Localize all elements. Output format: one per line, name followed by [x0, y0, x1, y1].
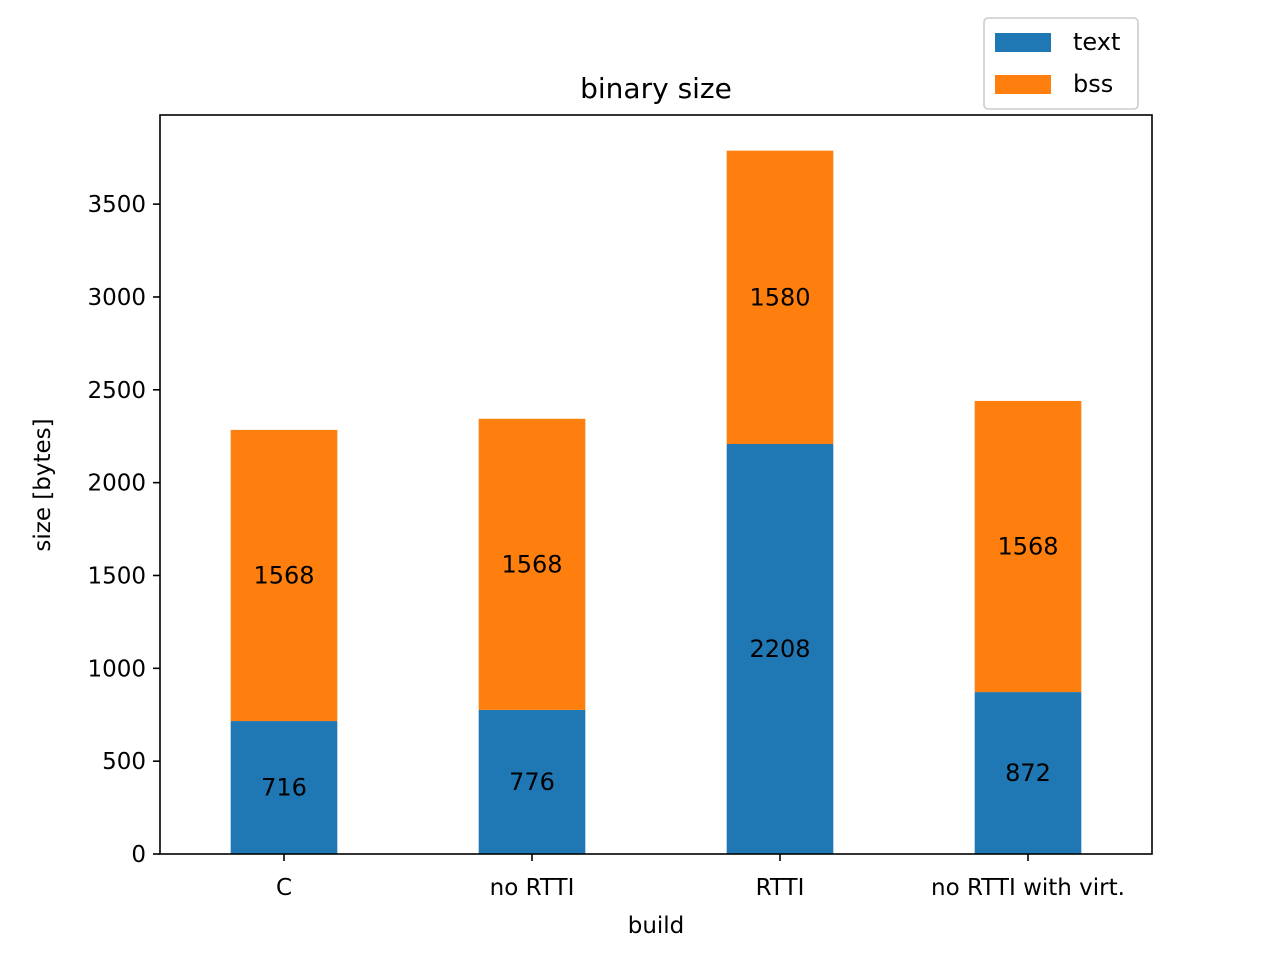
y-tick-label: 3500	[87, 192, 146, 218]
x-tick-label: no RTTI with virt.	[931, 875, 1125, 901]
bar-label-text-0: 716	[261, 774, 307, 802]
bar-text-3	[974, 692, 1082, 854]
legend-swatch-bss	[995, 75, 1051, 94]
bar-label-bss-0: 1568	[253, 561, 314, 589]
bar-label-text-3: 872	[1005, 759, 1051, 787]
y-tick-label: 2000	[87, 471, 146, 497]
bars-layer	[230, 150, 1082, 854]
bar-bss-0	[230, 429, 338, 722]
bar-text-0	[230, 721, 338, 854]
y-tick-label: 1500	[87, 563, 146, 589]
bar-bss-1	[478, 418, 586, 710]
bar-bss-3	[974, 400, 1082, 693]
x-tick-label: C	[276, 875, 292, 901]
y-tick-label: 500	[102, 749, 146, 775]
bar-label-bss-2: 1580	[749, 283, 810, 311]
bar-label-bss-1: 1568	[501, 550, 562, 578]
bar-label-text-2: 2208	[749, 635, 810, 663]
y-tick-label: 0	[131, 842, 146, 868]
y-tick-label: 2500	[87, 378, 146, 404]
bar-label-text-1: 776	[509, 768, 555, 796]
y-tick-label: 3000	[87, 285, 146, 311]
bar-label-bss-3: 1568	[997, 533, 1058, 561]
legend: text bss	[983, 17, 1139, 110]
legend-label-text: text	[1073, 28, 1120, 56]
bar-text-2	[726, 444, 834, 854]
bar-labels-layer: 716 1568 776 1568 2208 1580 872 1568	[253, 283, 1058, 801]
y-axis: 0 500 1000 1500 2000 2500 3000 3500	[87, 192, 160, 868]
plot-frame	[159, 114, 1153, 855]
chart-title: binary size	[580, 72, 732, 105]
y-axis-title: size [bytes]	[30, 418, 56, 551]
bar-bss-2	[726, 150, 834, 445]
x-tick-label: no RTTI	[490, 875, 575, 901]
x-tick-label: RTTI	[756, 875, 805, 901]
legend-swatch-text	[995, 33, 1051, 52]
y-tick-label: 1000	[87, 656, 146, 682]
legend-label-bss: bss	[1073, 70, 1113, 98]
bar-text-1	[478, 709, 586, 854]
x-axis-title: build	[628, 913, 685, 939]
